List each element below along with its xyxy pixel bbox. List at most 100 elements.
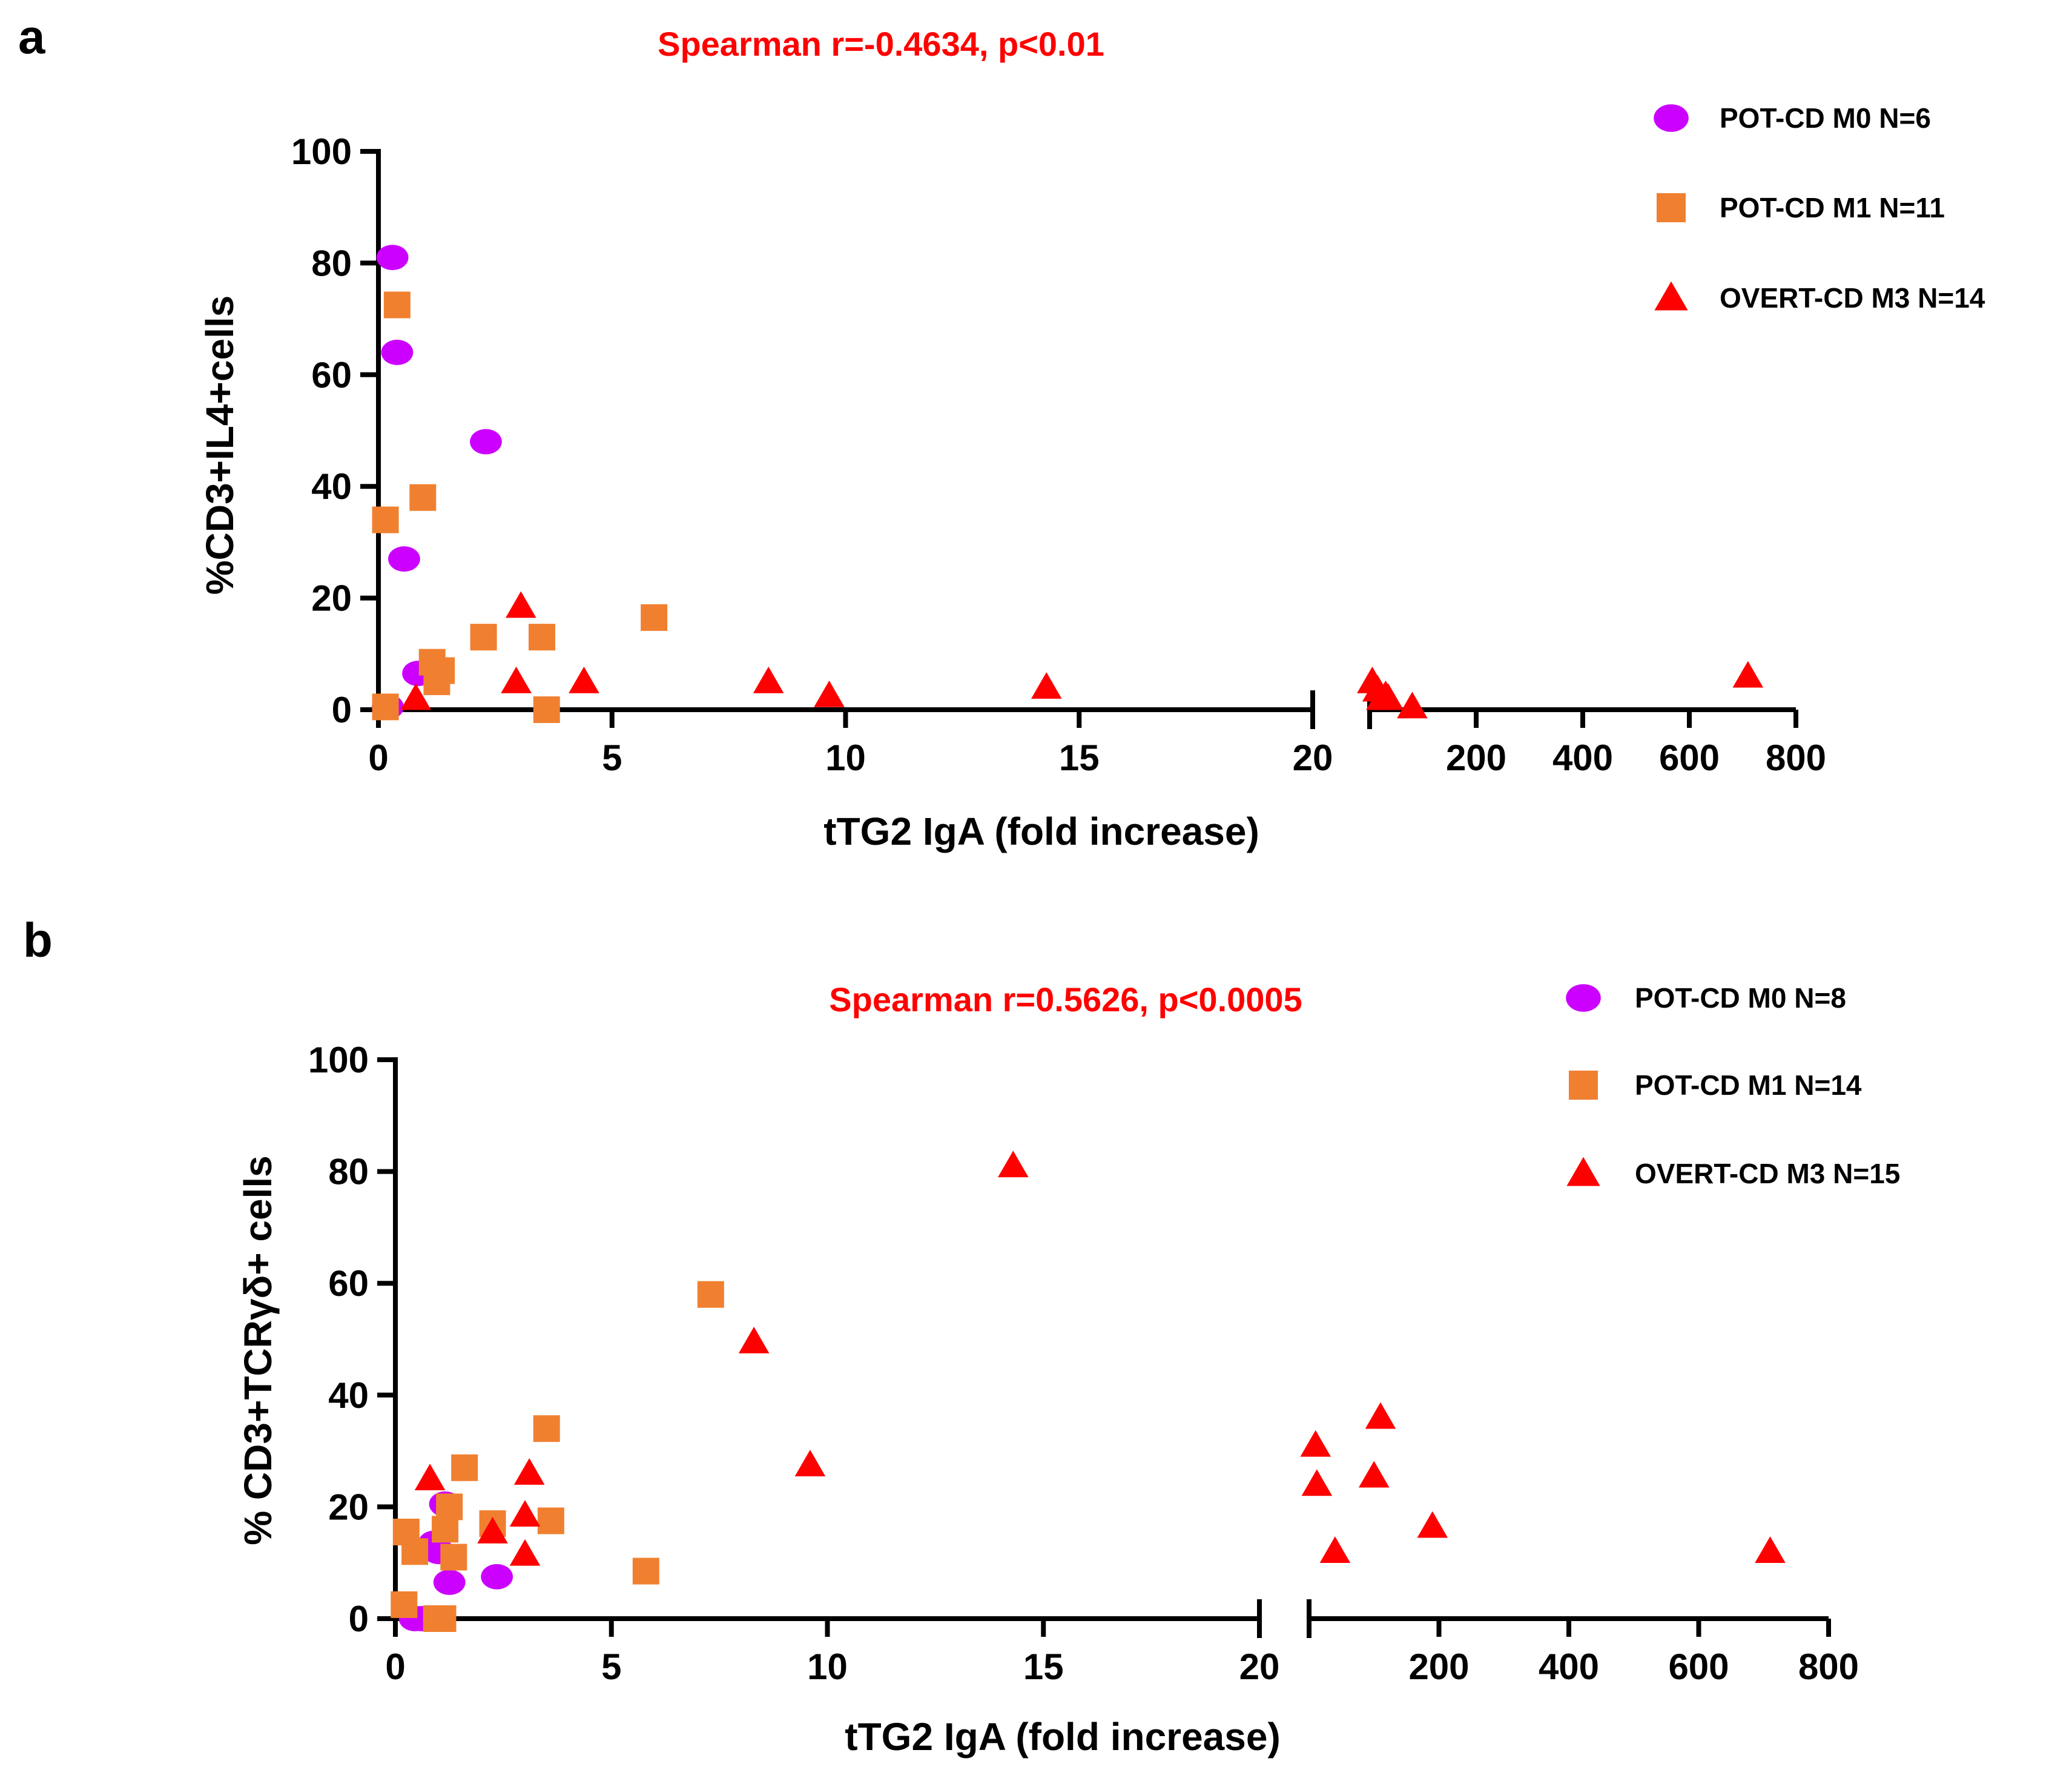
- data-point-m1: [697, 1281, 724, 1308]
- legend-label-m3: OVERT-CD M3 N=15: [1635, 1158, 1900, 1189]
- x-tick-label: 20: [1239, 1646, 1280, 1687]
- data-point-m1: [632, 1557, 659, 1585]
- legend-label-m0: POT-CD M0 N=8: [1635, 982, 1846, 1014]
- data-point-m0: [376, 245, 409, 271]
- data-point-m1: [383, 291, 411, 319]
- data-point-m3: [1365, 1402, 1396, 1429]
- data-point-m0: [381, 340, 414, 365]
- x-tick-label: 10: [807, 1646, 848, 1687]
- panel-a-y-axis-label: %CD3+IL4+cells: [198, 296, 242, 595]
- data-point-m3: [569, 666, 599, 693]
- x-tick-label: 0: [368, 738, 388, 778]
- x-tick-label: 200: [1446, 738, 1506, 778]
- data-point-m3: [1300, 1430, 1331, 1457]
- x-tick-label: 15: [1059, 738, 1100, 778]
- data-point-m3: [1358, 1461, 1390, 1488]
- y-tick-label: 40: [328, 1375, 369, 1416]
- y-tick-label: 60: [328, 1263, 369, 1304]
- y-tick-label: 0: [332, 690, 352, 730]
- x-tick-label: 600: [1668, 1646, 1729, 1687]
- legend-marker-m1: [1657, 193, 1686, 222]
- panel-b: b Spearman r=0.5626, p<0.0005 tTG2 IgA (…: [23, 913, 1900, 1759]
- y-tick-label: 0: [349, 1599, 369, 1639]
- data-point-m3: [477, 1516, 508, 1544]
- data-point-m3: [1319, 1536, 1351, 1564]
- legend-marker-m1: [1569, 1071, 1598, 1100]
- data-point-m3: [506, 591, 536, 618]
- data-point-m3: [998, 1151, 1029, 1178]
- x-tick-label: 5: [601, 1646, 621, 1687]
- panel-a-legend: POT-CD M0 N=6 POT-CD M1 N=11 OVERT-CD M3 N…: [1654, 102, 1985, 314]
- panel-a-spearman-title: Spearman r=-0.4634, p<0.01: [658, 25, 1104, 63]
- panel-a-axes: 0 20 40 60 80 100 0 5 10 15 20 200 400 600 800: [291, 131, 1826, 778]
- y-tick-label: 100: [291, 131, 352, 172]
- data-point-m3: [1301, 1469, 1333, 1496]
- data-point-m1: [423, 1605, 450, 1632]
- data-point-m3: [513, 1458, 545, 1485]
- data-point-m1: [451, 1454, 478, 1481]
- data-point-m1: [533, 696, 560, 723]
- data-point-m1: [432, 1516, 459, 1543]
- x-tick-label: 0: [385, 1646, 405, 1687]
- data-point-m3: [400, 683, 432, 710]
- legend-marker-m3: [1566, 1157, 1600, 1186]
- panel-b-letter: b: [23, 913, 53, 967]
- x-tick-label: 600: [1659, 738, 1720, 778]
- data-point-m3: [1397, 692, 1428, 719]
- data-point-m3: [814, 680, 845, 707]
- data-point-m3: [753, 666, 784, 693]
- data-point-m0: [481, 1564, 513, 1590]
- y-tick-label: 20: [311, 578, 352, 619]
- data-point-m1: [533, 1415, 560, 1442]
- data-point-m1: [440, 1544, 467, 1571]
- data-point-m3: [1417, 1511, 1448, 1538]
- data-point-m0: [433, 1570, 466, 1595]
- panel-a-points: [372, 245, 1764, 723]
- x-tick-label: 20: [1293, 738, 1333, 778]
- data-point-m3: [509, 1500, 541, 1527]
- data-point-m0: [470, 429, 502, 455]
- legend-marker-m0: [1566, 984, 1601, 1012]
- y-tick-label: 60: [311, 355, 352, 395]
- panel-a: a Spearman r=-0.4634, p<0.01 tTG2 IgA (f…: [18, 10, 1985, 853]
- x-tick-label: 400: [1539, 1646, 1599, 1687]
- data-point-m1: [423, 668, 450, 695]
- x-tick-label: 800: [1798, 1646, 1859, 1687]
- x-tick-label: 10: [825, 738, 866, 778]
- y-tick-label: 80: [311, 243, 352, 283]
- panel-b-legend: POT-CD M0 N=8 POT-CD M1 N=14 OVERT-CD M3 N…: [1566, 982, 1900, 1189]
- legend-marker-m0: [1654, 104, 1689, 132]
- y-tick-label: 100: [308, 1040, 369, 1080]
- data-point-m1: [470, 624, 497, 651]
- data-point-m3: [414, 1464, 446, 1491]
- data-point-m1: [372, 506, 399, 533]
- y-tick-label: 80: [328, 1152, 369, 1192]
- panel-b-axes: 0 20 40 60 80 100 0 5 10 15 20 200 400 600 800: [308, 1040, 1859, 1687]
- legend-label-m3: OVERT-CD M3 N=14: [1720, 282, 1985, 314]
- x-tick-label: 15: [1023, 1646, 1064, 1687]
- data-point-m3: [738, 1327, 770, 1353]
- data-point-m3: [1732, 661, 1764, 688]
- data-point-m1: [372, 693, 399, 721]
- data-point-m1: [401, 1538, 429, 1565]
- legend-label-m0: POT-CD M0 N=6: [1720, 102, 1931, 134]
- x-tick-label: 800: [1766, 738, 1826, 778]
- panel-b-y-axis-label: % CD3+TCRγδ+ cells: [236, 1155, 280, 1545]
- data-point-m3: [501, 666, 532, 693]
- legend-marker-m3: [1654, 281, 1688, 311]
- data-point-m1: [537, 1507, 564, 1534]
- data-point-m1: [409, 484, 437, 511]
- legend-label-m1: POT-CD M1 N=11: [1720, 192, 1945, 223]
- data-point-m3: [794, 1450, 826, 1476]
- y-tick-label: 40: [311, 466, 352, 507]
- data-point-m3: [1755, 1536, 1786, 1564]
- x-tick-label: 200: [1408, 1646, 1469, 1687]
- data-point-m0: [388, 546, 420, 572]
- data-point-m3: [1373, 683, 1404, 710]
- data-point-m1: [641, 604, 668, 631]
- data-point-m3: [509, 1539, 541, 1566]
- panel-a-letter: a: [18, 10, 45, 64]
- legend-label-m1: POT-CD M1 N=14: [1635, 1069, 1862, 1101]
- panel-b-x-axis-label: tTG2 IgA (fold increase): [845, 1715, 1281, 1759]
